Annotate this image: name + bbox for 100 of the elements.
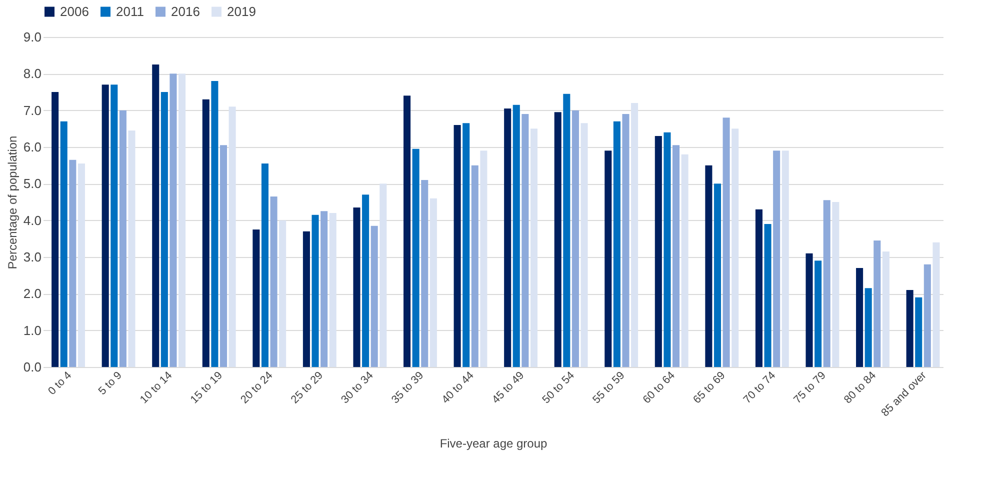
y-tick-label: 6.0 xyxy=(23,140,42,154)
bar xyxy=(480,150,488,367)
bar xyxy=(814,260,822,367)
bar xyxy=(722,118,730,367)
y-tick-label: 4.0 xyxy=(23,212,42,228)
bar xyxy=(563,94,570,367)
x-tick-label: 60 to 64 xyxy=(640,370,678,406)
bar xyxy=(580,123,588,367)
bar xyxy=(462,123,470,367)
y-tick-label: 9.0 xyxy=(23,30,42,44)
bar xyxy=(270,196,278,367)
bar xyxy=(362,194,370,367)
bar xyxy=(380,184,387,367)
bar xyxy=(220,145,228,367)
bar xyxy=(102,84,109,367)
bar xyxy=(110,84,118,367)
bar xyxy=(119,110,126,367)
x-tick-label: 70 to 74 xyxy=(741,370,778,406)
bar xyxy=(504,108,512,367)
bar xyxy=(856,268,864,367)
bar xyxy=(764,224,772,367)
x-tick-label: 15 to 19 xyxy=(188,370,225,406)
bar xyxy=(832,202,840,367)
x-axis-title: Five-year age group xyxy=(440,436,548,450)
bar xyxy=(906,290,914,367)
x-tick-label: 25 to 29 xyxy=(288,370,326,406)
bar xyxy=(404,96,411,367)
y-tick-label: 8.0 xyxy=(23,66,42,82)
y-tick-label: 2.0 xyxy=(23,286,42,302)
legend-label: 2019 xyxy=(227,4,256,19)
x-tick-label: 0 to 4 xyxy=(46,370,74,398)
y-tick-label: 5.0 xyxy=(23,176,42,192)
y-tick-label: 1.0 xyxy=(23,322,42,338)
x-tick-label: 30 to 34 xyxy=(339,370,376,406)
x-tick-label: 55 to 59 xyxy=(590,370,628,406)
bar xyxy=(732,128,739,367)
bar xyxy=(932,242,940,367)
bar xyxy=(128,130,136,367)
bar xyxy=(60,121,68,367)
bar xyxy=(672,145,680,367)
x-tick-label: 45 to 49 xyxy=(490,370,527,406)
bar xyxy=(302,231,310,367)
bar xyxy=(664,132,671,367)
bar xyxy=(329,213,336,367)
bar xyxy=(864,288,872,367)
bar xyxy=(631,103,638,367)
legend-label: 2011 xyxy=(116,4,144,19)
bar xyxy=(882,252,890,367)
bar xyxy=(252,230,260,367)
x-tick-label: 20 to 24 xyxy=(238,370,276,406)
bar xyxy=(874,240,881,367)
bar xyxy=(681,154,688,367)
bar xyxy=(522,114,529,367)
bar xyxy=(604,150,612,367)
bar xyxy=(430,198,437,367)
bar xyxy=(622,114,630,367)
bar xyxy=(211,81,218,367)
x-tick-label: 40 to 44 xyxy=(440,370,476,406)
x-tick-label: 35 to 39 xyxy=(389,370,426,406)
x-tick-label: 10 to 14 xyxy=(138,370,175,406)
y-axis-title: Percentage of population xyxy=(5,136,20,270)
bar xyxy=(279,220,286,367)
legend-label: 2006 xyxy=(60,4,89,19)
bar xyxy=(782,150,789,367)
bar xyxy=(202,99,210,367)
bar xyxy=(915,297,922,367)
bar xyxy=(52,92,59,367)
bar xyxy=(228,106,236,367)
bar xyxy=(178,74,186,367)
bar xyxy=(320,211,328,367)
bar xyxy=(823,200,830,367)
bar xyxy=(572,110,579,367)
x-tick-label: 50 to 54 xyxy=(540,370,577,406)
bar xyxy=(370,226,378,367)
bar xyxy=(471,165,478,367)
bar xyxy=(512,104,520,367)
bar xyxy=(714,184,722,367)
bar xyxy=(78,164,85,367)
y-tick-label: 0.0 xyxy=(23,360,42,374)
bar xyxy=(773,150,780,367)
bar xyxy=(755,209,762,367)
y-tick-label: 7.0 xyxy=(23,102,42,118)
bar xyxy=(806,253,813,367)
bar xyxy=(421,180,428,367)
bar xyxy=(412,148,420,367)
bar xyxy=(654,136,662,367)
bar xyxy=(705,165,712,367)
x-tick-label: 5 to 9 xyxy=(96,370,124,398)
bar xyxy=(160,92,168,367)
x-tick-label: 65 to 69 xyxy=(691,370,728,406)
bar xyxy=(454,125,461,367)
bar xyxy=(613,121,620,367)
y-tick-label: 3.0 xyxy=(23,250,42,264)
bar xyxy=(170,74,177,367)
x-tick-label: 75 to 79 xyxy=(792,370,828,406)
bar xyxy=(554,112,562,367)
bar xyxy=(312,214,319,367)
bar xyxy=(353,208,360,367)
x-tick-label: 85 and over xyxy=(879,369,930,420)
bar xyxy=(530,128,538,367)
